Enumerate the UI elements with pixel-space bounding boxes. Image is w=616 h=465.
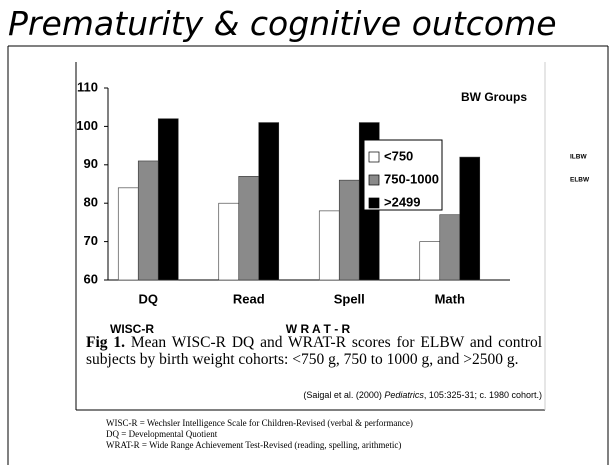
caption: Fig 1. Mean WISC-R DQ and WRAT-R scores … — [86, 334, 542, 368]
legend-label: 750-1000 — [384, 171, 439, 186]
bar — [137, 160, 159, 281]
y-tick-label: 80 — [84, 195, 98, 210]
bar — [238, 176, 260, 281]
caption-label: Fig 1. — [86, 334, 126, 351]
y-tick-label: 110 — [77, 79, 98, 94]
footnote: WRAT-R = Wide Range Achievement Test-Rev… — [106, 440, 402, 450]
footnote: WISC-R = Wechsler Intelligence Scale for… — [106, 418, 413, 428]
side-label: ELBW — [570, 177, 590, 184]
citation: (Saigal et al. (2000) Pediatrics, 105:32… — [86, 390, 542, 400]
bar — [318, 210, 340, 281]
bar — [218, 202, 240, 281]
legend-swatch — [368, 197, 380, 209]
bar — [258, 122, 280, 281]
bar — [157, 118, 179, 281]
footnote: DQ = Developmental Quotient — [106, 429, 218, 439]
y-tick-label: 100 — [76, 118, 98, 133]
footnotes: WISC-R = Wechsler Intelligence Scale for… — [106, 418, 413, 451]
x-tick-label: Spell — [334, 291, 365, 306]
bar — [117, 187, 139, 281]
x-tick-label: Math — [435, 291, 465, 306]
legend-label: >2499 — [384, 194, 421, 209]
citation-text: , 105:325-31; c. 1980 cohort.) — [423, 390, 542, 400]
y-tick-label: 90 — [84, 156, 98, 171]
caption-text: Mean WISC-R DQ and WRAT-R scores for ELB… — [86, 334, 543, 368]
y-tick-label: 70 — [84, 233, 98, 248]
x-tick-label: DQ — [139, 291, 159, 306]
y-tick-label: 60 — [84, 271, 98, 286]
bar — [338, 179, 360, 281]
legend-swatch — [368, 151, 380, 163]
slide-title: Prematurity & cognitive outcome — [8, 4, 557, 43]
side-label: ILBW — [570, 154, 587, 161]
x-tick-label: Read — [233, 291, 265, 306]
bar — [439, 214, 461, 281]
bar — [419, 241, 441, 281]
citation-journal: Pediatrics — [384, 390, 424, 400]
group-label: W R A T - R — [286, 322, 351, 336]
legend-swatch — [368, 174, 380, 186]
legend-label: <750 — [384, 148, 413, 163]
group-label: WISC-R — [110, 322, 154, 336]
citation-text: (Saigal et al. (2000) — [303, 390, 385, 400]
legend-title: BW Groups — [461, 90, 527, 104]
bar — [459, 156, 481, 281]
